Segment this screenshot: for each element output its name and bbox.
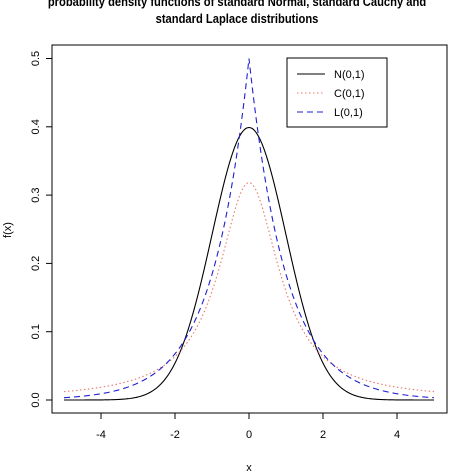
legend-label-laplace: L(0,1) bbox=[334, 107, 363, 119]
chart-title-line-1: probability density functions of standar… bbox=[47, 0, 427, 9]
x-axis-label: x bbox=[246, 462, 252, 474]
series-curves bbox=[63, 58, 435, 401]
legend-box bbox=[286, 57, 388, 128]
x-tick-label: -2 bbox=[170, 429, 180, 441]
series-line-normal bbox=[64, 126, 434, 401]
x-tick-label: 4 bbox=[394, 429, 400, 441]
x-tick-label: -4 bbox=[96, 429, 106, 441]
series-line-cauchy bbox=[63, 182, 435, 393]
legend-label-normal: N(0,1) bbox=[334, 69, 365, 81]
y-tick-label: 0.5 bbox=[30, 51, 42, 66]
y-axis: 0.0 0.1 0.2 0.3 0.4 0.5 bbox=[30, 51, 53, 408]
y-tick-label: 0.2 bbox=[30, 256, 42, 271]
x-tick-label: 0 bbox=[246, 429, 252, 441]
x-tick-label: 2 bbox=[320, 429, 326, 441]
chart-title-line-2: standard Laplace distributions bbox=[155, 11, 319, 26]
y-axis-label: f(x) bbox=[2, 222, 14, 238]
plot-frame bbox=[51, 44, 448, 414]
legend: N(0,1) C(0,1) L(0,1) bbox=[286, 57, 388, 128]
y-tick-label: 0.1 bbox=[30, 324, 42, 339]
y-tick-label: 0.0 bbox=[30, 392, 42, 407]
y-tick-label: 0.4 bbox=[30, 119, 42, 134]
legend-label-cauchy: C(0,1) bbox=[334, 88, 365, 100]
series-line-laplace bbox=[63, 58, 435, 399]
y-tick-label: 0.3 bbox=[30, 187, 42, 202]
x-axis: -4 -2 0 2 4 bbox=[96, 412, 400, 441]
